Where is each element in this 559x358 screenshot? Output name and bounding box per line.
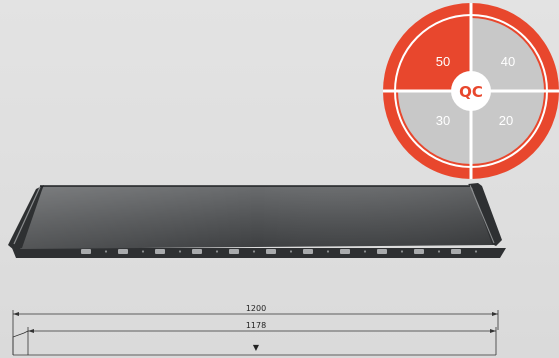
dim-profile-outline (12, 330, 29, 355)
dim-arrow-left-cover (28, 329, 34, 333)
fixing-slot (377, 249, 387, 254)
fixing-slot (118, 249, 128, 254)
badge-quadrant-bottom-left (398, 91, 471, 164)
fixing-slot (81, 249, 91, 254)
fixing-slot (192, 249, 202, 254)
fixing-hole (252, 250, 256, 253)
fixing-slot (451, 249, 461, 254)
badge-quadrant-bottom-right (471, 91, 544, 164)
badge-label-bottom-left: 30 (436, 113, 450, 128)
panel-fixing-slots (81, 249, 478, 254)
panel-right-edge (468, 183, 502, 246)
qc-badge: QC 50 40 30 20 (383, 3, 559, 179)
fixing-slot (155, 249, 165, 254)
fixing-hole (104, 250, 108, 253)
fixing-slot (414, 249, 424, 254)
fixing-hole (474, 250, 478, 253)
panel-left-edge-highlight (13, 186, 41, 245)
fixing-slot (340, 249, 350, 254)
dim-arrow-right-cover (490, 329, 496, 333)
fixing-hole (178, 250, 182, 253)
badge-label-top-left: 50 (436, 54, 450, 69)
dim-arrow-left-overall (13, 312, 19, 316)
dim-label-overall: 1200 (246, 304, 266, 313)
fixing-slot (303, 249, 313, 254)
fixing-hole (363, 250, 367, 253)
fixing-hole (141, 250, 145, 253)
roof-panel (8, 183, 506, 258)
panel-right-edge-highlight (469, 184, 495, 244)
panel-surface-sheen (20, 186, 494, 249)
fixing-hole (400, 250, 404, 253)
badge-label-top-right: 40 (501, 54, 515, 69)
fixing-hole (326, 250, 330, 253)
fixing-hole (289, 250, 293, 253)
dim-center-marker: ▼ (253, 343, 260, 352)
badge-label-bottom-right: 20 (499, 113, 513, 128)
dim-label-cover: 1178 (246, 321, 266, 330)
fixing-hole (215, 250, 219, 253)
dim-arrow-right-overall (492, 312, 498, 316)
badge-quadrant-top-right (471, 18, 544, 91)
fixing-hole (437, 250, 441, 253)
dimension-drawing: 1200 1178 ▼ (12, 304, 499, 356)
badge-center-disc (451, 71, 491, 111)
fixing-slot (229, 249, 239, 254)
fixing-slot (266, 249, 276, 254)
badge-center-label: QC (459, 83, 483, 101)
badge-quadrant-top-left (398, 18, 471, 91)
